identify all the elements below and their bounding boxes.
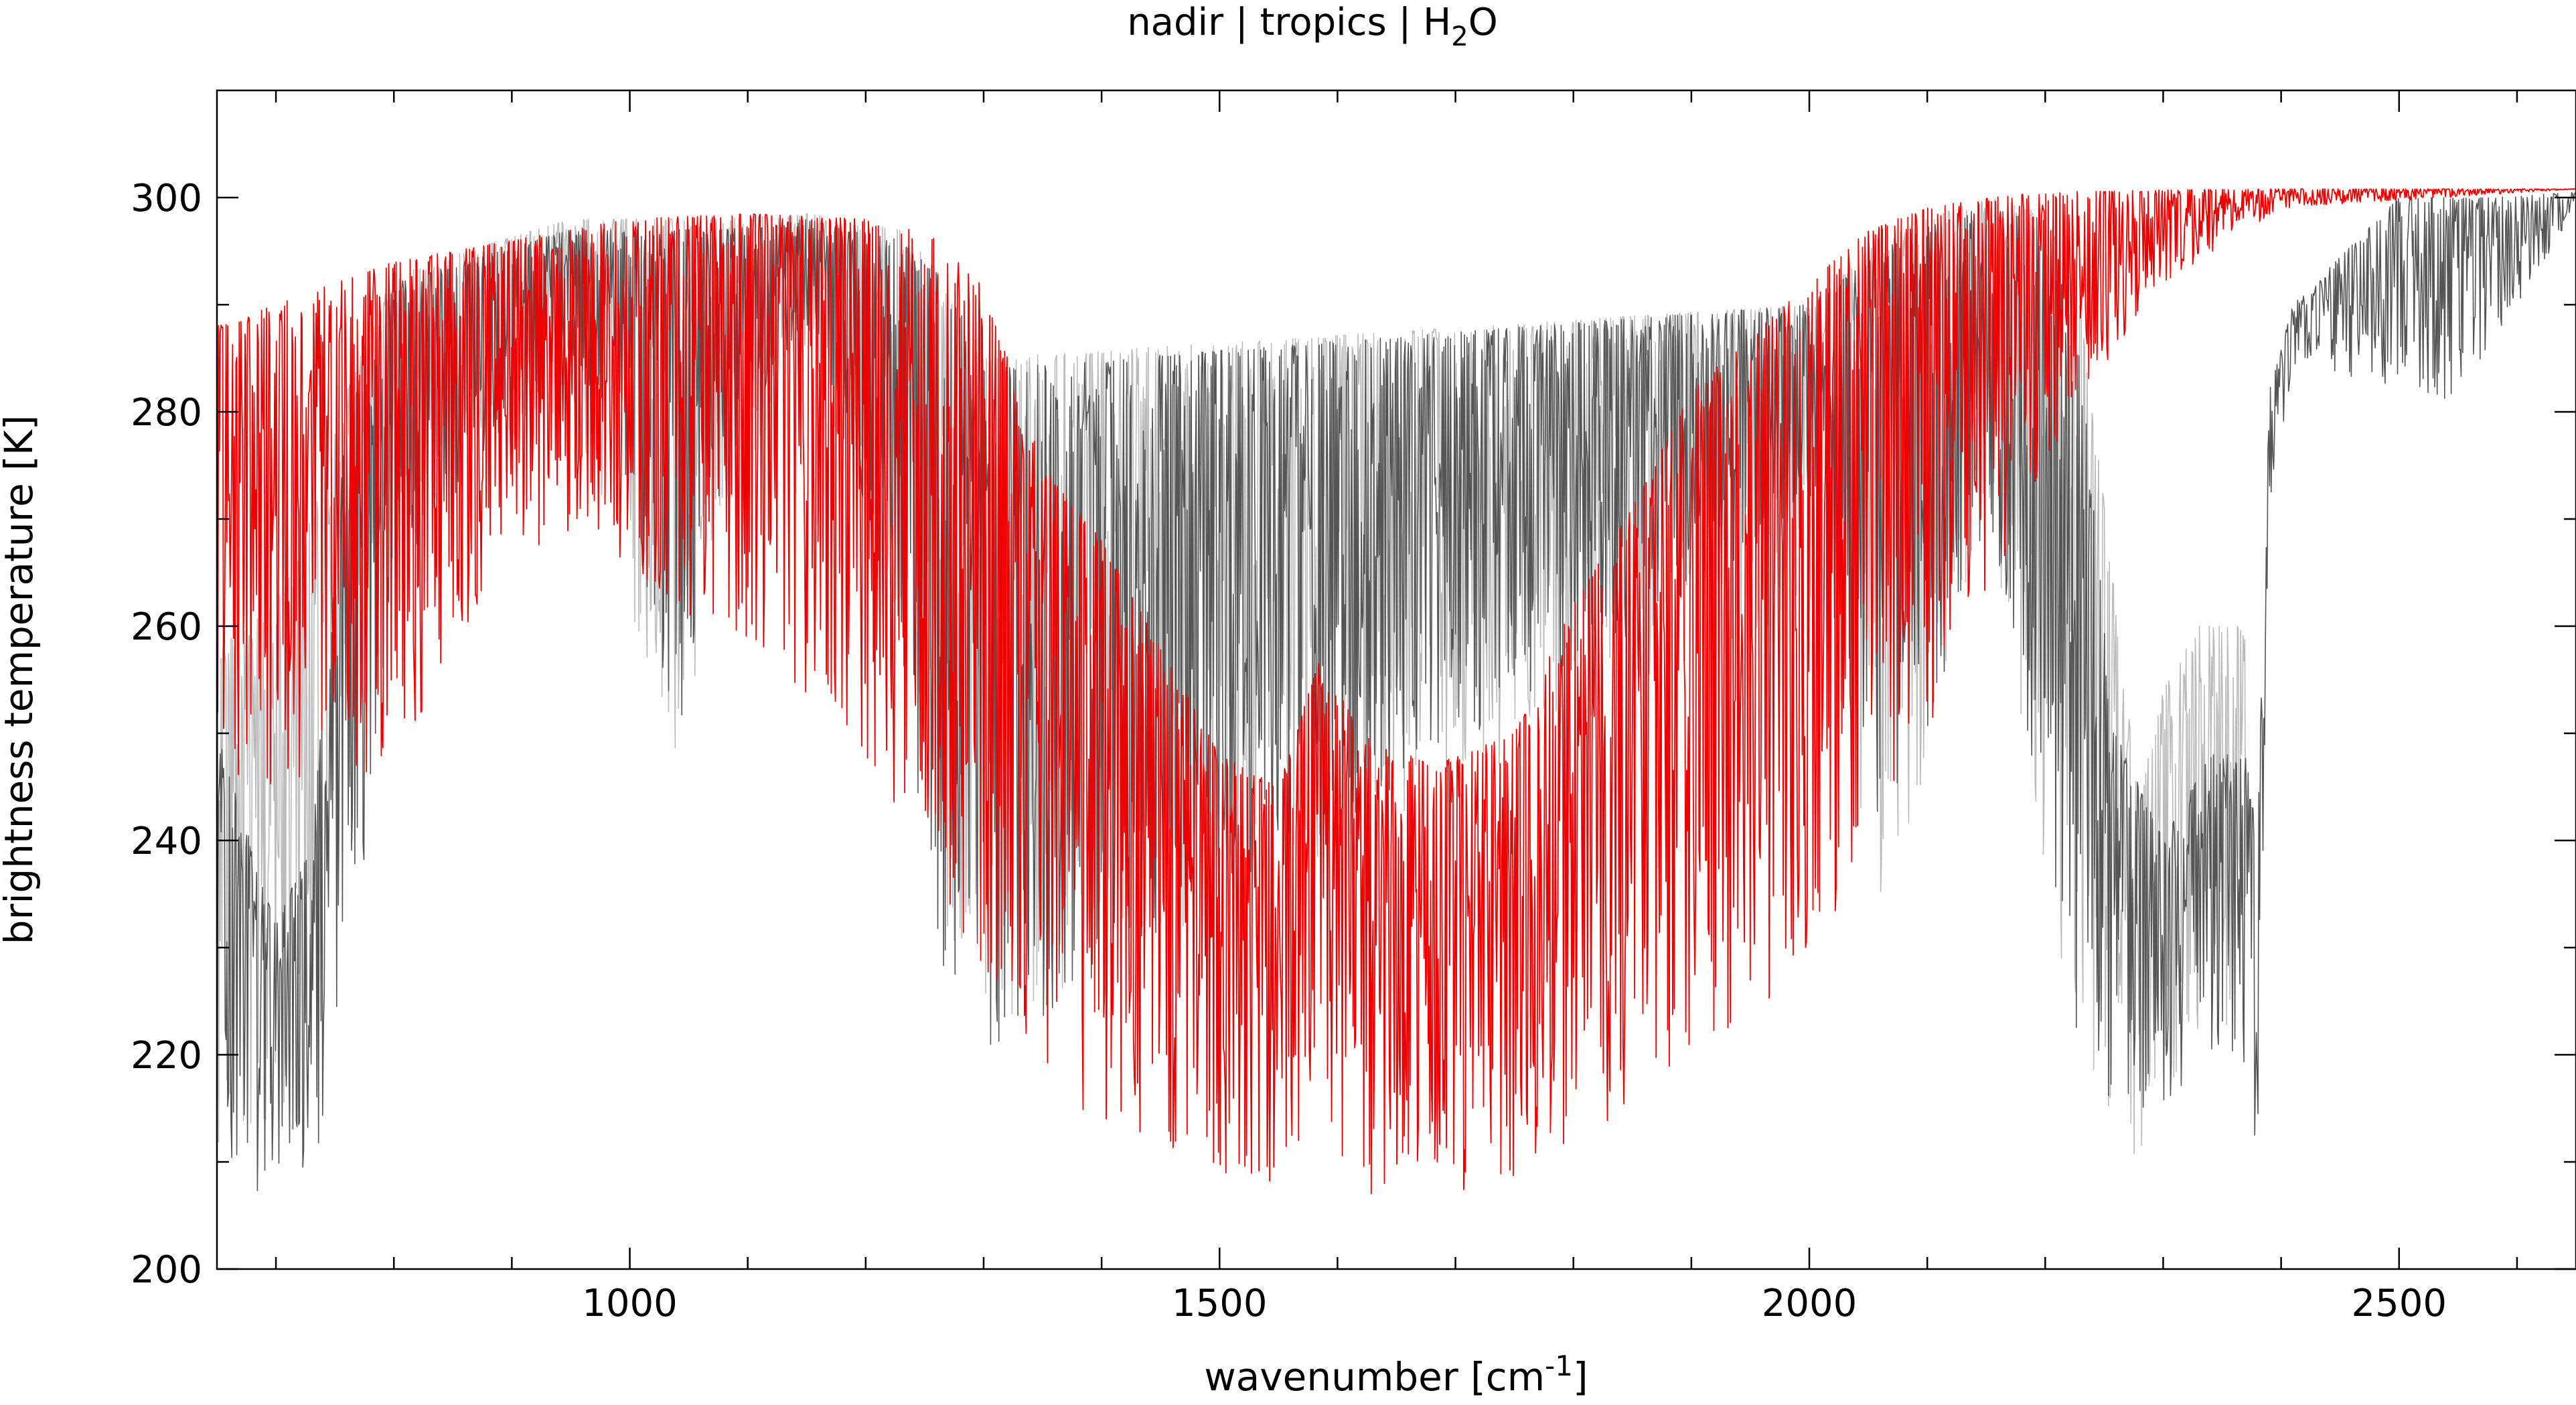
series-line-3 xyxy=(217,188,2576,1195)
x-tick-label: 1000 xyxy=(582,1282,678,1325)
axis-ticks: 1000 1500 2000 2500 200 220 240 260 280 300 xyxy=(131,90,2576,1325)
y-tick-label: 300 xyxy=(131,177,202,220)
series-line-2 xyxy=(217,192,2576,1191)
x-tick-label: 2000 xyxy=(1762,1282,1858,1325)
y-tick-label: 280 xyxy=(131,391,202,435)
x-tick-label: 2500 xyxy=(2352,1282,2447,1325)
y-tick-label: 240 xyxy=(131,820,202,863)
y-tick-label: 200 xyxy=(131,1248,202,1292)
chart-title: nadir | tropics | H2O xyxy=(1127,1,1498,52)
series-layer xyxy=(217,188,2576,1195)
x-tick-label: 1500 xyxy=(1172,1282,1268,1325)
plot-frame xyxy=(216,89,2576,1270)
x-axis-label: wavenumber [cm-1] xyxy=(1204,1349,1588,1400)
y-tick-label: 220 xyxy=(131,1034,202,1078)
y-axis-label: brightness temperature [K] xyxy=(0,415,42,945)
y-tick-label: 260 xyxy=(131,605,202,649)
